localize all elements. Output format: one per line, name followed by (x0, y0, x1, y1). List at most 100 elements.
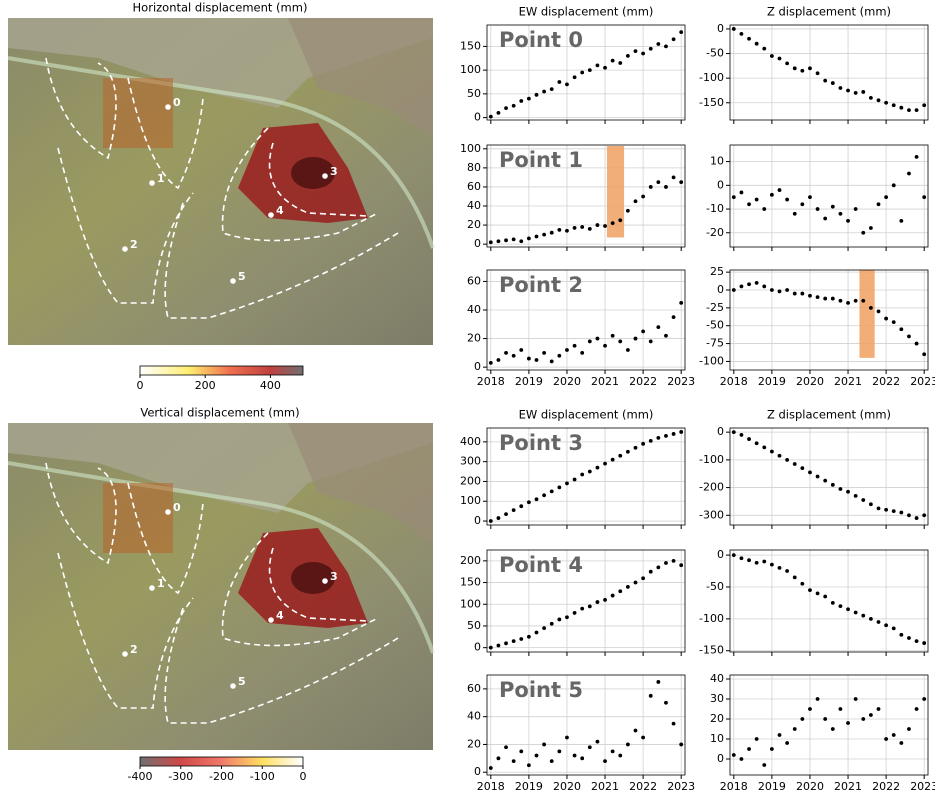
data-point (823, 296, 828, 301)
map-point-label: 2 (130, 238, 138, 251)
map-point (322, 578, 328, 584)
data-point (739, 284, 744, 289)
data-point (587, 339, 592, 344)
data-point (488, 766, 493, 770)
data-point (534, 497, 539, 502)
y-tick-label: 60 (467, 682, 481, 695)
data-point (731, 195, 736, 200)
data-point (534, 358, 539, 362)
x-tick-label: 2021 (834, 780, 862, 793)
data-point (595, 600, 600, 604)
axes-frame (729, 674, 929, 776)
data-point (846, 607, 850, 612)
y-tick-label: 10 (710, 155, 724, 168)
colorbar-tick-label: 0 (137, 379, 144, 392)
data-point (747, 282, 751, 287)
data-point (739, 433, 744, 437)
data-point (800, 202, 805, 207)
data-point (739, 757, 744, 761)
data-point (792, 291, 797, 296)
data-point (625, 449, 630, 454)
map-title: Vertical displacement (mm) (140, 406, 299, 420)
map-point-label: 4 (276, 609, 284, 622)
data-point (542, 350, 547, 355)
map-point (268, 212, 274, 218)
y-tick-label: 40 (710, 672, 724, 685)
map-point-label: 0 (173, 96, 181, 109)
data-point (747, 558, 751, 563)
data-point (557, 617, 562, 622)
data-point (762, 46, 767, 51)
chart-title: EW displacement (mm) (519, 408, 654, 422)
y-tick-label: 150 (460, 576, 481, 589)
axes-frame (486, 144, 686, 248)
data-point (648, 569, 653, 574)
y-tick-label: -200 (699, 481, 724, 494)
data-point (610, 58, 615, 63)
data-point (625, 742, 630, 747)
data-point (572, 753, 577, 758)
data-point (648, 185, 653, 189)
data-point (846, 721, 850, 725)
data-point (876, 620, 881, 624)
data-point (769, 562, 774, 567)
data-point (769, 747, 774, 751)
data-point (762, 763, 767, 767)
data-point (572, 75, 577, 80)
data-point (777, 289, 782, 294)
data-point (785, 197, 790, 202)
point-annotation: Point 0 (499, 28, 583, 52)
data-point (769, 449, 774, 454)
data-point (488, 240, 493, 245)
point-annotation: Point 1 (499, 148, 583, 172)
data-point (739, 31, 744, 36)
x-tick-label: 2022 (629, 375, 657, 388)
data-point (823, 594, 828, 599)
data-point (907, 171, 911, 176)
data-point (557, 80, 562, 84)
data-point (800, 466, 805, 471)
point-annotation: Point 3 (499, 431, 583, 455)
data-point (496, 358, 501, 362)
data-point (808, 470, 812, 475)
data-point (572, 226, 577, 230)
data-point (861, 717, 866, 721)
data-point (679, 563, 684, 568)
y-tick-label: 20 (467, 218, 481, 231)
map-point-label: 1 (157, 577, 165, 590)
data-point (587, 604, 592, 609)
data-point (618, 61, 623, 65)
data-point (549, 87, 554, 92)
data-point (664, 700, 668, 705)
y-tick-label: -20 (706, 226, 724, 239)
colorbar-tick-label: 200 (195, 379, 216, 392)
data-point (625, 208, 630, 213)
point-annotation: Point 2 (499, 273, 583, 297)
data-point (526, 236, 531, 241)
y-tick-label: 25 (710, 265, 724, 278)
data-point (610, 333, 615, 338)
data-point (830, 81, 835, 85)
data-point (876, 202, 881, 207)
data-point (595, 465, 600, 470)
axes-frame (486, 427, 686, 526)
data-point (595, 336, 600, 341)
data-point (656, 180, 661, 185)
data-point (511, 353, 516, 358)
data-point (907, 727, 911, 731)
data-point (656, 565, 661, 570)
data-point (815, 474, 820, 479)
data-point (899, 632, 904, 637)
data-point (603, 343, 607, 348)
data-point (511, 508, 516, 513)
data-point (754, 41, 759, 46)
x-tick-label: 2019 (515, 780, 543, 793)
y-tick-label: 400 (460, 435, 481, 448)
data-point (603, 224, 607, 228)
data-point (777, 565, 782, 570)
data-point (648, 693, 653, 698)
map-point (268, 617, 274, 623)
data-point (868, 226, 873, 230)
map-image (6, 421, 435, 752)
data-point (922, 641, 927, 645)
